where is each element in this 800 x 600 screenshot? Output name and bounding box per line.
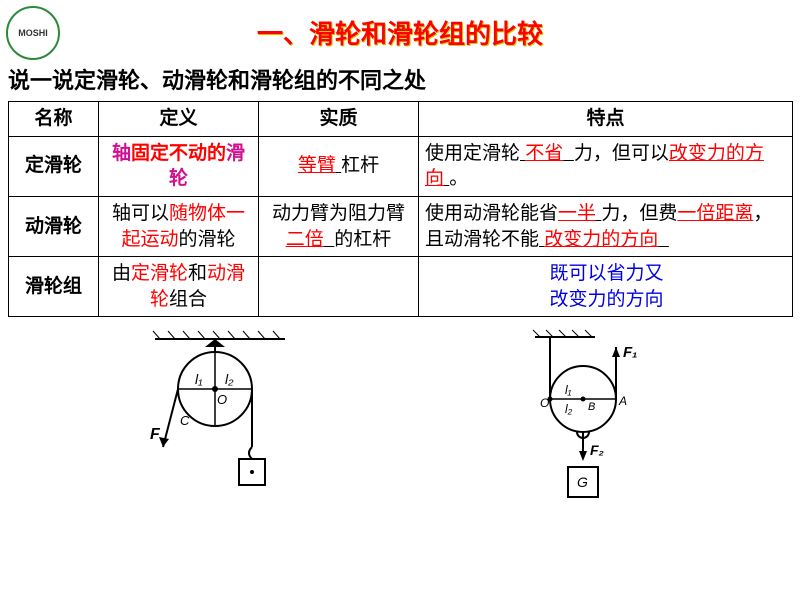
r3-name: 滑轮组	[9, 257, 99, 317]
r1-def: 轴固定不动的滑轮	[99, 136, 259, 196]
r3-def: 由定滑轮和动滑轮组合	[99, 257, 259, 317]
r1-feat: 使用定滑轮 不省 力，但可以改变力的方向 。	[419, 136, 793, 196]
svg-text:G: G	[577, 474, 588, 490]
r3-ess	[259, 257, 419, 317]
r2-ess: 动力臂为阻力臂二倍 的杠杆	[259, 196, 419, 256]
svg-text:F₁: F₁	[623, 344, 637, 361]
r2-feat: 使用动滑轮能省一半 力，但费一倍距离，且动滑轮不能 改变力的方向	[419, 196, 793, 256]
row-pulley-system: 滑轮组 由定滑轮和动滑轮组合 既可以省力又 改变力的方向	[9, 257, 793, 317]
th-feat: 特点	[419, 102, 793, 137]
page-title: 一、滑轮和滑轮组的比较	[0, 0, 800, 51]
svg-text:F₂: F₂	[590, 442, 604, 458]
logo-name: MOSHI	[18, 29, 48, 38]
svg-text:l₂: l₂	[565, 402, 573, 416]
r3-feat: 既可以省力又 改变力的方向	[419, 257, 793, 317]
r1-name: 定滑轮	[9, 136, 99, 196]
th-def: 定义	[99, 102, 259, 137]
r2-name: 动滑轮	[9, 196, 99, 256]
movable-pulley-diagram: F₁ O A l₁ l₂ B F₂ G	[495, 327, 665, 517]
svg-text:O: O	[540, 396, 549, 410]
svg-text:O: O	[217, 392, 227, 407]
svg-text:l₁: l₁	[195, 371, 203, 387]
diagram-row: l₁ l₂ O C F F₁ O A l₁ l₂	[0, 327, 800, 517]
svg-text:l₂: l₂	[225, 371, 234, 387]
svg-text:B: B	[588, 401, 595, 413]
svg-text:A: A	[618, 394, 627, 408]
svg-text:l₁: l₁	[565, 383, 572, 397]
comparison-table: 名称 定义 实质 特点 定滑轮 轴固定不动的滑轮 等臂 杠杆 使用定滑轮 不省 …	[8, 101, 793, 317]
th-name: 名称	[9, 102, 99, 137]
th-ess: 实质	[259, 102, 419, 137]
row-fixed-pulley: 定滑轮 轴固定不动的滑轮 等臂 杠杆 使用定滑轮 不省 力，但可以改变力的方向 …	[9, 136, 793, 196]
r2-def: 轴可以随物体一起运动的滑轮	[99, 196, 259, 256]
table-header-row: 名称 定义 实质 特点	[9, 102, 793, 137]
fixed-pulley-diagram: l₁ l₂ O C F	[135, 327, 305, 497]
svg-text:F: F	[150, 426, 161, 443]
school-logo: MOSHI	[6, 6, 60, 60]
r1-ess: 等臂 杠杆	[259, 136, 419, 196]
page-subtitle: 说一说定滑轮、动滑轮和滑轮组的不同之处	[0, 51, 800, 101]
svg-text:C: C	[180, 413, 190, 428]
row-movable-pulley: 动滑轮 轴可以随物体一起运动的滑轮 动力臂为阻力臂二倍 的杠杆 使用动滑轮能省一…	[9, 196, 793, 256]
